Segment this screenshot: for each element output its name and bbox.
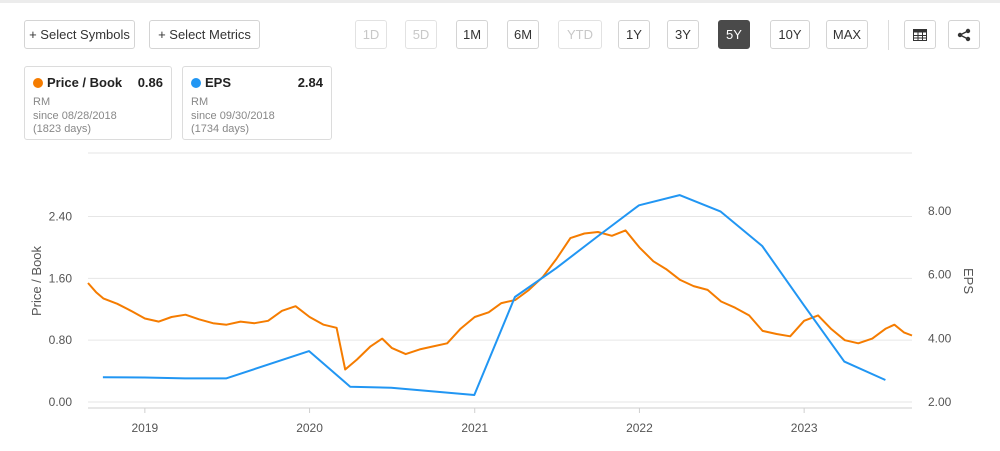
chart-grid [88, 152, 912, 413]
metric-card-eps[interactable]: EPS 2.84 RM since 09/30/2018 (1734 days) [182, 66, 332, 140]
left-tick-label: 0.00 [49, 395, 73, 409]
left-tick-label: 1.60 [49, 271, 73, 285]
x-tick-label: 2020 [296, 421, 323, 435]
left-tick-label: 0.80 [49, 333, 73, 347]
range-button-5d[interactable]: 5D [405, 20, 437, 49]
metric-card-price-book[interactable]: Price / Book 0.86 RM since 08/28/2018 (1… [24, 66, 172, 140]
range-button-10y[interactable]: 10Y [770, 20, 810, 49]
range-button-6m[interactable]: 6M [507, 20, 539, 49]
price-book-line [87, 229, 913, 371]
metric-value: 0.86 [137, 75, 163, 90]
right-tick-label: 6.00 [928, 268, 952, 282]
range-button-1d[interactable]: 1D [355, 20, 387, 49]
metric-name: Price / Book [47, 75, 123, 90]
metric-unit: RM [33, 96, 51, 108]
top-border [0, 0, 1000, 3]
left-axis-label: Price / Book [29, 245, 44, 316]
metric-name: EPS [205, 75, 232, 90]
metric-days: (1734 days) [191, 123, 250, 135]
select-symbols-button[interactable]: + Select Symbols [24, 20, 135, 49]
chart-series [87, 194, 913, 396]
x-tick-label: 2019 [132, 421, 159, 435]
select-metrics-button[interactable]: + Select Metrics [149, 20, 260, 49]
right-axis-label: EPS [961, 268, 976, 294]
metric-days: (1823 days) [33, 123, 92, 135]
chart-ticks: 0.00 0.80 1.60 2.40 2.00 4.00 6.00 8.00 2019 2020… [49, 204, 952, 435]
table-icon [913, 28, 927, 41]
right-tick-label: 8.00 [928, 204, 952, 218]
x-tick-label: 2023 [791, 421, 818, 435]
metric-value: 2.84 [297, 75, 323, 90]
price-book-legend-dot [33, 78, 43, 88]
eps-line [102, 194, 886, 396]
range-button-3y[interactable]: 3Y [667, 20, 699, 49]
x-tick-label: 2022 [626, 421, 653, 435]
table-view-button[interactable] [904, 20, 936, 49]
range-button-ytd[interactable]: YTD [558, 20, 602, 49]
share-button[interactable] [948, 20, 980, 49]
range-button-max[interactable]: MAX [826, 20, 868, 49]
right-tick-label: 4.00 [928, 331, 952, 345]
metric-unit: RM [191, 96, 209, 108]
eps-legend-dot [191, 78, 201, 88]
metric-since: since 08/28/2018 [33, 110, 117, 122]
x-tick-label: 2021 [461, 421, 488, 435]
range-button-5y[interactable]: 5Y [718, 20, 750, 49]
metric-since: since 09/30/2018 [191, 110, 275, 122]
right-tick-label: 2.00 [928, 395, 952, 409]
range-button-1y[interactable]: 1Y [618, 20, 650, 49]
left-tick-label: 2.40 [49, 210, 73, 224]
share-icon [957, 28, 971, 41]
range-button-1m[interactable]: 1M [456, 20, 488, 49]
toolbar-divider [888, 20, 889, 50]
